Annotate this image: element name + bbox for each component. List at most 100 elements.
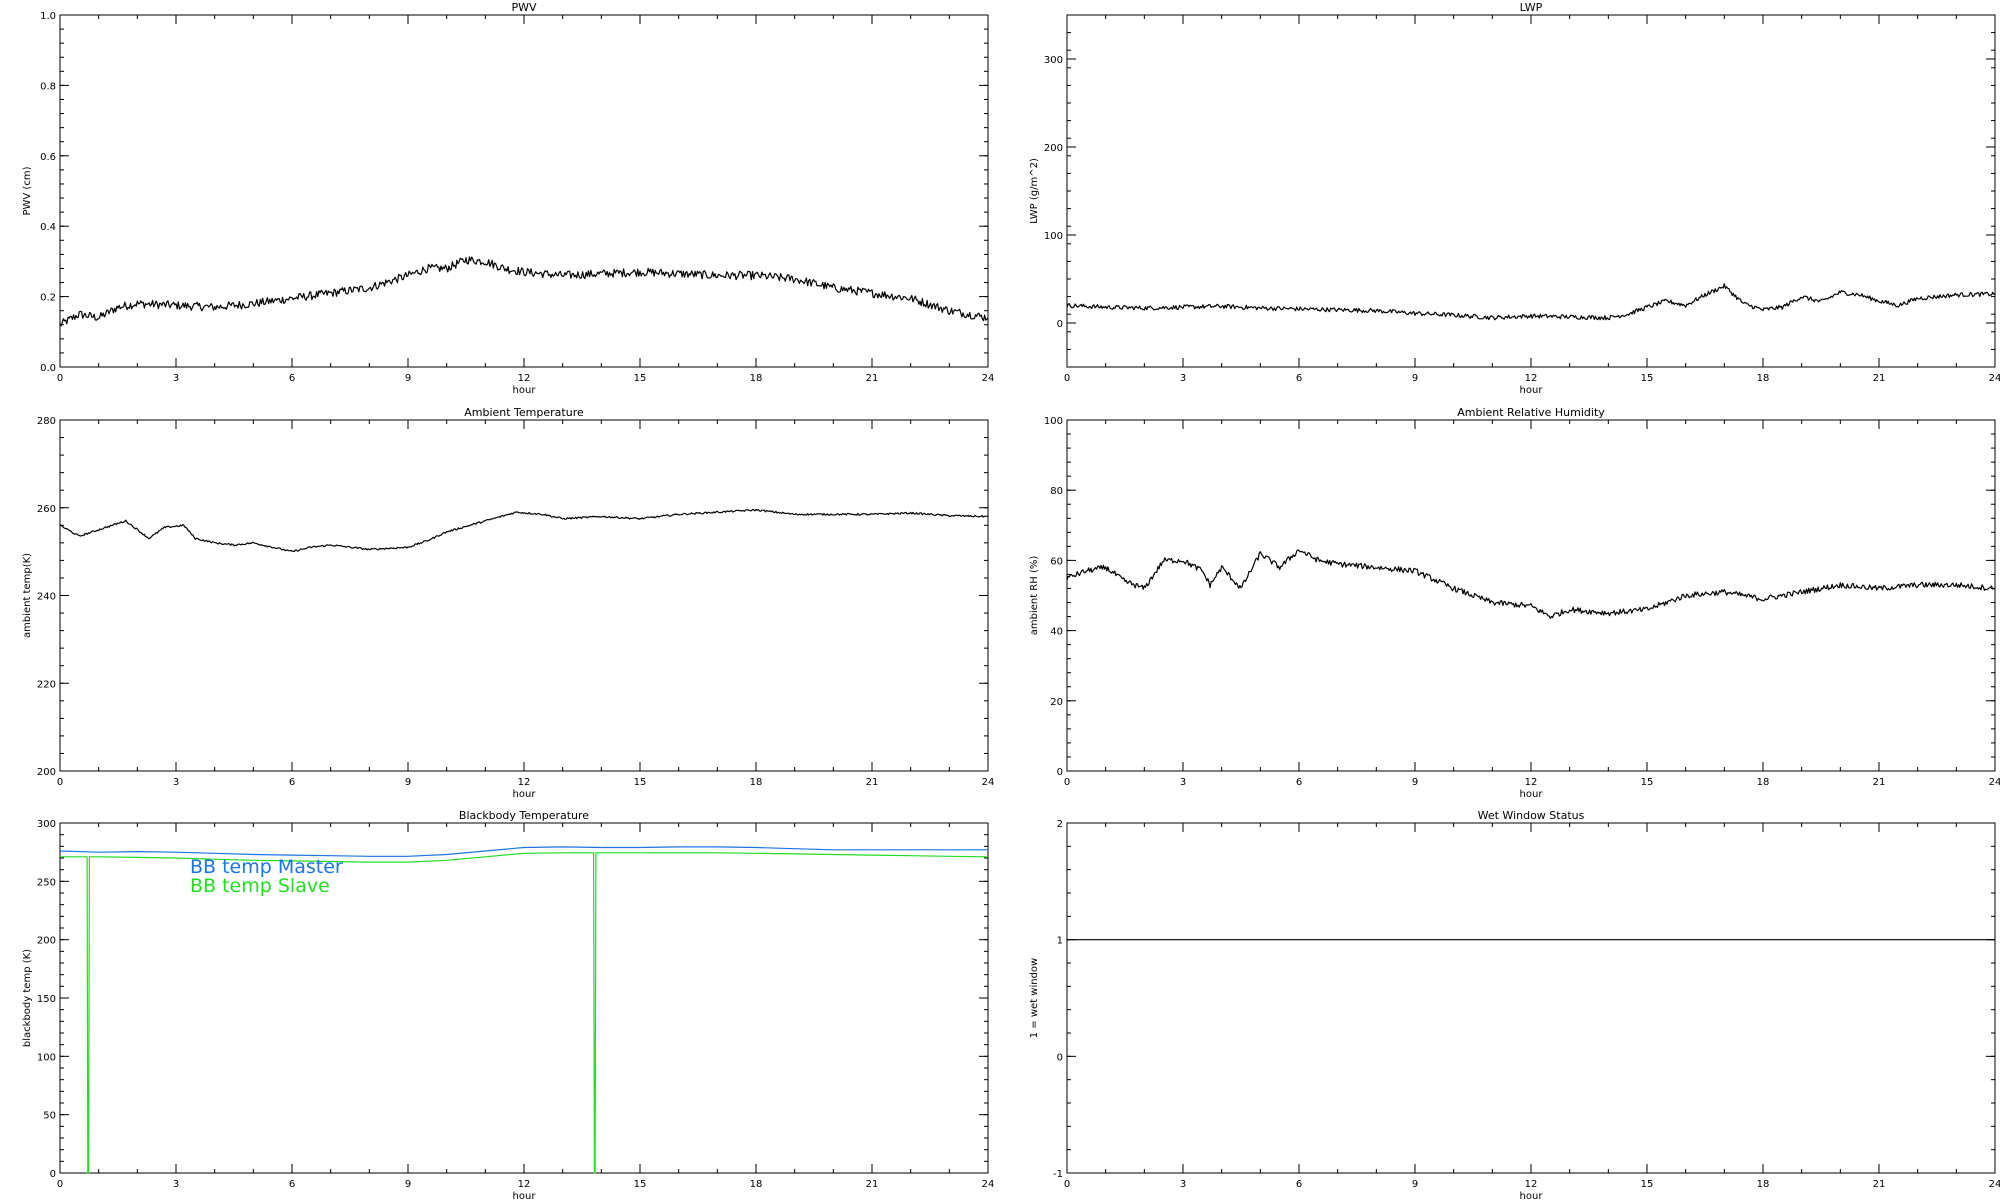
x-tick-label: 6 xyxy=(289,1179,295,1190)
x-tick-label: 3 xyxy=(173,777,179,788)
x-tick-label: 21 xyxy=(866,1179,879,1190)
plot-frame xyxy=(59,419,989,772)
chart-panel-lwp: 0 3 6 9 12 15 18 21 24 0 100 200 300 LWP hour LWP (g/m^… xyxy=(1029,1,2000,396)
y-tick-label: 1.0 xyxy=(40,11,56,22)
x-tick-label: 24 xyxy=(1989,373,2000,384)
plot-frame xyxy=(1066,822,1996,1174)
y-tick-label: 20 xyxy=(1050,697,1063,708)
chart-title: Wet Window Status xyxy=(1478,809,1585,822)
x-tick-label: 0 xyxy=(1064,777,1070,788)
x-tick-label: 3 xyxy=(1180,1179,1186,1190)
x-tick-label: 3 xyxy=(173,373,179,384)
y-tick-label: 0 xyxy=(1057,1052,1063,1063)
y-tick-label: 200 xyxy=(37,936,56,947)
chart-panel-ambient-relative-humidity: 0 3 6 9 12 15 18 21 24 0 20 40 60 80 100 Ambient Relati… xyxy=(1029,406,2000,800)
y-tick-label: 0 xyxy=(1057,767,1063,778)
x-axis-label: hour xyxy=(513,1191,537,1200)
y-tick-label: 0 xyxy=(1057,319,1063,330)
x-tick-label: 3 xyxy=(1180,373,1186,384)
x-tick-label: 12 xyxy=(1525,373,1538,384)
legend-entry: BB temp Slave xyxy=(190,875,330,897)
y-tick-label: 2 xyxy=(1057,819,1063,830)
x-tick-label: 9 xyxy=(1412,373,1418,384)
x-tick-label: 21 xyxy=(866,373,879,384)
series-line xyxy=(60,852,989,1174)
y-axis-label: ambient temp(K) xyxy=(22,553,33,638)
y-tick-label: 0 xyxy=(50,1169,56,1180)
x-tick-label: 9 xyxy=(405,373,411,384)
y-tick-label: 300 xyxy=(1044,55,1063,66)
y-tick-label: 100 xyxy=(37,1052,56,1063)
y-tick-label: 80 xyxy=(1050,486,1063,497)
chart-title: Ambient Temperature xyxy=(464,406,584,419)
y-tick-label: 200 xyxy=(1044,143,1063,154)
x-tick-label: 0 xyxy=(1064,1179,1070,1190)
x-tick-label: 15 xyxy=(634,1179,647,1190)
y-tick-label: 280 xyxy=(37,416,56,427)
x-axis-label: hour xyxy=(1520,385,1544,396)
x-tick-label: 3 xyxy=(173,1179,179,1190)
x-tick-label: 21 xyxy=(1873,777,1886,788)
y-axis-label: blackbody temp (K) xyxy=(22,949,33,1047)
legend-entry: BB temp Master xyxy=(190,856,343,878)
x-tick-label: 0 xyxy=(57,373,63,384)
x-tick-label: 12 xyxy=(1525,1179,1538,1190)
plot-frame xyxy=(1066,419,1996,772)
x-axis-label: hour xyxy=(1520,1191,1544,1200)
y-tick-label: 50 xyxy=(43,1111,56,1122)
x-tick-label: 18 xyxy=(1757,1179,1770,1190)
y-tick-label: 200 xyxy=(37,767,56,778)
x-tick-label: 0 xyxy=(57,777,63,788)
x-tick-label: 21 xyxy=(1873,373,1886,384)
x-tick-label: 0 xyxy=(57,1179,63,1190)
x-tick-label: 24 xyxy=(982,777,995,788)
x-tick-label: 3 xyxy=(1180,777,1186,788)
y-tick-label: 220 xyxy=(37,679,56,690)
x-tick-label: 21 xyxy=(866,777,879,788)
y-axis-label: LWP (g/m^2) xyxy=(1029,158,1040,224)
x-tick-label: 9 xyxy=(405,777,411,788)
y-tick-label: 0.4 xyxy=(40,222,56,233)
y-axis-label: PWV (cm) xyxy=(22,166,33,215)
y-tick-label: 0.2 xyxy=(40,293,56,304)
y-tick-label: 40 xyxy=(1050,627,1063,638)
y-tick-label: 240 xyxy=(37,592,56,603)
x-tick-label: 6 xyxy=(1296,373,1302,384)
chart-title: PWV xyxy=(511,1,537,14)
y-tick-label: 250 xyxy=(37,877,56,888)
x-tick-label: 6 xyxy=(1296,777,1302,788)
chart-panel-pwv: 0 3 6 9 12 15 18 21 24 0.0 0.2 0.4 0.6 0.8 1.0 PWV hour P… xyxy=(22,1,994,396)
y-tick-label: -1 xyxy=(1053,1169,1063,1180)
x-tick-label: 18 xyxy=(1757,373,1770,384)
y-tick-label: 60 xyxy=(1050,556,1063,567)
x-tick-label: 0 xyxy=(1064,373,1070,384)
chart-title: Blackbody Temperature xyxy=(459,809,589,822)
y-axis-label: ambient RH (%) xyxy=(1029,556,1040,636)
y-axis-label: 1 = wet window xyxy=(1029,958,1040,1038)
y-tick-label: 260 xyxy=(37,504,56,515)
x-tick-label: 9 xyxy=(1412,1179,1418,1190)
chart-title: LWP xyxy=(1520,1,1543,14)
x-tick-label: 6 xyxy=(289,777,295,788)
x-axis-label: hour xyxy=(513,385,537,396)
x-tick-label: 15 xyxy=(1641,777,1654,788)
x-tick-label: 6 xyxy=(289,373,295,384)
x-tick-label: 18 xyxy=(1757,777,1770,788)
x-tick-label: 24 xyxy=(982,373,995,384)
chart-title: Ambient Relative Humidity xyxy=(1457,406,1605,419)
x-tick-label: 12 xyxy=(1525,777,1538,788)
x-tick-label: 6 xyxy=(1296,1179,1302,1190)
x-tick-label: 15 xyxy=(634,777,647,788)
x-tick-label: 15 xyxy=(1641,1179,1654,1190)
x-axis-label: hour xyxy=(1520,789,1544,800)
x-tick-label: 24 xyxy=(1989,1179,2000,1190)
x-tick-label: 15 xyxy=(1641,373,1654,384)
y-tick-label: 100 xyxy=(1044,416,1063,427)
y-tick-label: 0.6 xyxy=(40,152,56,163)
x-tick-label: 18 xyxy=(750,777,763,788)
chart-panel-ambient-temperature: 0 3 6 9 12 15 18 21 24 200 220 240 260 280 Ambient Tem… xyxy=(22,406,994,800)
y-tick-label: 100 xyxy=(1044,231,1063,242)
series-line xyxy=(59,256,989,327)
chart-panel-blackbody-temperature: 0 3 6 9 12 15 18 21 24 0 50 100 150 200 250 300 Blackbod… xyxy=(22,809,994,1200)
